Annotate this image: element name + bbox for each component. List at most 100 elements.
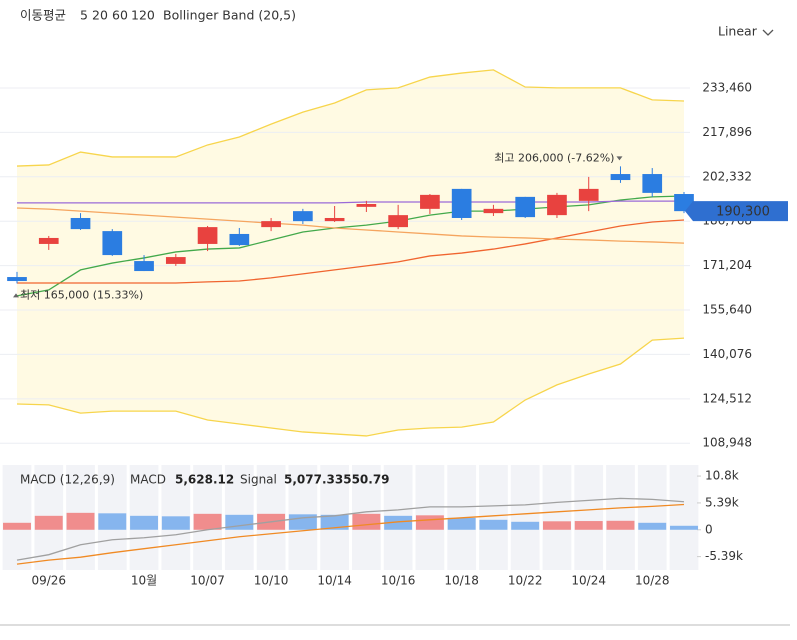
candle-body [515,196,536,218]
candle-body [547,194,567,216]
macd-line [16,497,685,561]
candle-body [229,233,250,246]
bollinger-lower [16,337,685,437]
y-tick-label: 155,640 [702,303,752,317]
legend-item[interactable]: 120 [131,8,155,23]
annotation: 최저 165,000 (15.33%) [20,288,143,301]
candle-body [610,174,631,181]
candle-body [38,237,59,244]
moving-average [16,207,685,244]
column-band [542,465,572,570]
column-band [479,465,508,570]
annotation-marker [13,293,19,298]
histogram-bar [352,513,381,530]
moving-average [17,219,685,284]
candle-body [578,188,599,201]
histogram-bar [98,513,127,530]
candle-body [165,257,186,264]
y-tick-label: 171,204 [702,258,752,272]
histogram-bar [3,522,31,530]
candle-body [70,217,91,230]
signal-legend: Signal [240,473,277,487]
x-tick-label: 10/10 [254,574,289,588]
x-tick-label: 10/07 [190,574,225,588]
histogram-bar [415,515,444,530]
candle-body [420,194,440,209]
y-tick-label: 5.39k [705,495,739,509]
moving-average [16,195,685,297]
x-tick-label: 10/18 [444,574,479,588]
x-tick-label: 10/16 [381,574,416,588]
histogram-bar [320,514,349,530]
scale-selector[interactable]: Linear [718,24,758,39]
y-tick-label: 0 [705,522,713,536]
histogram-bar [606,520,635,530]
histogram-bar [193,513,222,530]
candle-body [388,215,408,228]
x-tick-label: 10/28 [635,574,670,588]
column-band [574,465,604,570]
bollinger-upper [16,69,685,167]
macd-legend: MACD [130,473,166,487]
histogram-bar [670,525,698,530]
histogram-bar [479,519,508,530]
y-tick-label: 140,076 [702,347,752,361]
column-band [637,465,667,570]
x-tick-label: 10/24 [571,574,606,588]
legend-title: 이동평균 [20,8,66,23]
moving-average [17,200,684,204]
candle-body [324,217,345,222]
plot: 108,948124,512140,076155,640171,204186,7… [0,69,788,588]
histogram-bar [511,521,540,530]
candle-body [197,227,218,244]
legend-item[interactable]: Bollinger Band (20,5) [163,8,296,23]
y-tick-label: 124,512 [702,391,752,405]
candle-body [642,174,663,193]
histogram-bar [130,515,159,530]
x-tick-label: 10월 [131,574,157,588]
column-band [606,465,635,570]
histogram-bar [574,521,603,530]
y-tick-label: 202,332 [702,169,752,183]
legend-item[interactable]: 60 [112,8,128,23]
y-tick-label: -5.39k [705,549,743,563]
histogram-bar [542,521,571,530]
candle-body [261,221,281,228]
annotation: 최고 206,000 (-7.62%) [494,151,614,164]
legend-item[interactable]: 5 [80,8,88,23]
column-band [2,465,32,570]
price-tag-label: 190,300 [716,205,770,220]
macd-value: 5,628.12 [175,473,234,487]
histogram-bar [384,515,413,530]
histogram-bar [447,517,476,530]
candle-body [483,208,504,214]
macd-line [16,503,685,565]
signal-value: 5,077.33550.79 [284,473,390,487]
candle-body [451,188,472,218]
y-tick-label: 233,460 [702,81,752,95]
x-tick-label: 10/14 [317,574,352,588]
column-band [510,465,540,570]
histogram-bar [161,516,190,530]
column-band [669,465,699,570]
bollinger-area [17,69,684,436]
x-tick-label: 09/26 [31,574,66,588]
macd-title: MACD (12,26,9) [20,473,115,487]
candle-body [7,277,27,282]
price-tag [685,201,788,222]
x-tick-label: 10/22 [508,574,543,588]
candle-body [356,204,377,207]
dropdown-icon[interactable] [762,29,774,36]
histogram-bar [66,512,95,530]
candle-body [134,261,154,272]
annotation-marker [616,156,623,161]
histogram-bar [34,515,63,530]
legend-item[interactable]: 20 [92,8,108,23]
histogram-bar [638,522,667,530]
y-tick-label: 10.8k [705,469,739,483]
y-tick-label: 217,896 [702,125,752,139]
candle-body [293,211,313,222]
y-tick-label: 108,948 [702,436,752,450]
candle-body [102,231,123,256]
